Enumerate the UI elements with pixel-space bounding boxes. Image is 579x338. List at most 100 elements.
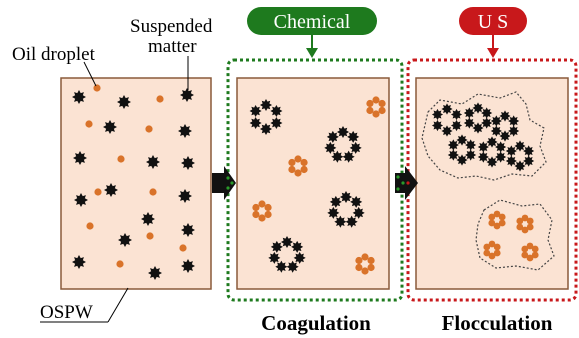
- black-star-icon: [326, 130, 339, 143]
- black-star-icon: [270, 116, 283, 130]
- orange-dot-icon: [498, 219, 506, 227]
- black-star-icon: [499, 130, 511, 142]
- orange-dot-icon: [498, 213, 506, 221]
- block-arrow-icon: [212, 166, 236, 200]
- block-arrow-icon: [395, 166, 418, 200]
- black-star-icon: [345, 215, 358, 228]
- black-star-icon: [347, 130, 360, 143]
- black-star-icon: [472, 102, 484, 114]
- orange-dot-icon: [493, 243, 501, 251]
- black-star-icon: [508, 125, 520, 137]
- orange-dot-icon: [526, 223, 534, 231]
- orange-dot-icon: [294, 155, 302, 163]
- black-star-icon: [508, 115, 520, 127]
- black-star-icon: [72, 90, 86, 104]
- orange-dot-icon: [288, 165, 296, 174]
- black-star-icon: [104, 183, 118, 197]
- black-star-icon: [336, 125, 350, 139]
- orange-dot-icon: [252, 203, 260, 212]
- black-star-icon: [463, 117, 475, 129]
- black-star-icon: [180, 88, 194, 102]
- suspended-label-line2: matter: [148, 36, 197, 57]
- black-star-icon: [249, 116, 262, 130]
- chemical-frame: [226, 58, 404, 302]
- us-badge: [459, 7, 527, 35]
- black-star-icon: [352, 206, 365, 219]
- ospw-particles: [72, 84, 195, 280]
- arrow-down-icon: [306, 35, 318, 58]
- orange-dot-icon: [521, 245, 529, 253]
- orange-dot-icon: [366, 106, 374, 115]
- orange-dot-icon: [149, 188, 157, 196]
- black-star-icon: [505, 155, 517, 167]
- black-star-icon: [477, 141, 489, 153]
- black-star-icon: [514, 140, 526, 152]
- black-star-icon: [441, 125, 453, 137]
- black-star-icon: [324, 141, 337, 154]
- black-star-icon: [293, 251, 306, 264]
- orange-dot-icon: [117, 155, 125, 163]
- orange-dot-icon: [526, 242, 534, 250]
- orange-dot-icon: [145, 125, 153, 133]
- chemical-badge: [247, 7, 377, 35]
- suspended-label-line1: Suspended: [130, 16, 213, 37]
- black-star-icon: [334, 215, 347, 228]
- orange-dot-icon: [367, 256, 375, 265]
- black-star-icon: [441, 103, 453, 115]
- oil-droplet-leader: [83, 61, 97, 87]
- orange-dot-icon: [516, 217, 524, 225]
- black-star-icon: [465, 139, 477, 151]
- ospw-label: OSPW: [40, 302, 93, 323]
- black-star-icon: [270, 104, 283, 118]
- us-badge-label: U S: [478, 11, 509, 33]
- orange-dot-icon: [116, 260, 124, 268]
- black-star-icon: [270, 240, 283, 253]
- orange-dot-icon: [488, 213, 496, 221]
- orange-dot-icon: [378, 106, 386, 115]
- black-star-icon: [118, 233, 132, 247]
- black-star-icon: [117, 95, 131, 109]
- black-star-icon: [181, 259, 195, 273]
- black-star-icon: [450, 108, 463, 121]
- black-star-icon: [450, 119, 463, 132]
- black-star-icon: [331, 150, 344, 163]
- orange-dot-icon: [526, 217, 534, 225]
- floc-outline-oil: [475, 199, 555, 271]
- orange-dot-icon: [156, 95, 164, 103]
- orange-dot-icon: [288, 158, 296, 167]
- oil-droplet-label: Oil droplet: [12, 44, 96, 65]
- black-star-icon: [456, 134, 468, 146]
- black-star-icon: [339, 190, 353, 204]
- orange-dot-icon: [488, 219, 496, 227]
- coagulation-label: Coagulation: [261, 311, 371, 335]
- orange-dot-icon: [531, 245, 539, 253]
- orange-dot-icon: [86, 222, 94, 230]
- black-star-icon: [146, 155, 160, 169]
- orange-dot-icon: [516, 223, 524, 231]
- orange-dot-icon: [483, 243, 491, 251]
- black-star-icon: [181, 156, 195, 170]
- black-star-icon: [181, 223, 195, 237]
- black-star-icon: [349, 141, 362, 154]
- arrow-down-icon: [487, 35, 499, 58]
- black-star-icon: [447, 149, 459, 161]
- black-star-icon: [327, 206, 340, 219]
- orange-dot-icon: [93, 84, 101, 92]
- flocculation-label: Flocculation: [442, 311, 553, 335]
- orange-dot-icon: [355, 263, 363, 272]
- black-star-icon: [495, 151, 507, 163]
- orange-dot-icon: [488, 252, 496, 260]
- black-star-icon: [472, 122, 484, 134]
- black-star-icon: [490, 115, 502, 127]
- orange-dot-icon: [252, 210, 260, 219]
- black-star-icon: [275, 260, 288, 273]
- black-star-icon: [523, 155, 535, 167]
- us-frame: [406, 58, 578, 302]
- orange-dot-icon: [367, 263, 375, 272]
- black-star-icon: [477, 151, 489, 163]
- black-star-icon: [148, 266, 162, 280]
- orange-dot-icon: [378, 99, 386, 108]
- orange-dot-icon: [488, 240, 496, 248]
- black-star-icon: [178, 124, 192, 138]
